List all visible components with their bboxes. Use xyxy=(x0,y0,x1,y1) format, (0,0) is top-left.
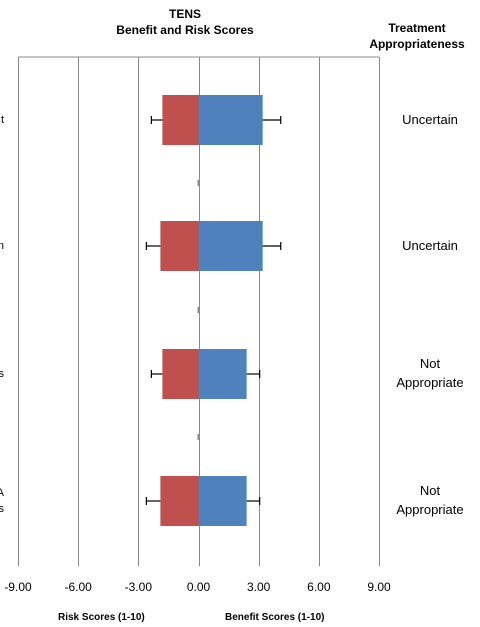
x-tick-label: 9.00 xyxy=(367,580,391,594)
appropriateness-label-line: Uncertain xyxy=(402,238,458,253)
benefit-bar xyxy=(198,221,263,271)
risk-bar xyxy=(162,95,199,145)
risk-bar xyxy=(160,221,199,271)
row-label: t xyxy=(0,112,4,128)
appropriateness-label-line: Not xyxy=(419,356,441,371)
row-label-line: t xyxy=(0,114,4,126)
risk-axis-title: Risk Scores (1-10) xyxy=(58,612,145,623)
benefit-bar xyxy=(198,95,263,145)
appropriateness-label: Not Appropriate xyxy=(380,354,480,392)
appropriateness-label: Not Appropriate xyxy=(380,481,480,519)
x-tick-label: 0.00 xyxy=(186,580,211,594)
appropriateness-label-line: Not xyxy=(419,483,441,498)
chart-title-line2: Benefit and Risk Scores xyxy=(116,23,254,37)
appropriateness-label-line: Uncertain xyxy=(402,112,458,127)
benefit-axis-title: Benefit Scores (1-10) xyxy=(225,612,325,623)
benefit-bar xyxy=(198,349,247,399)
appropriateness-header-line1: Treatment xyxy=(388,21,446,35)
row-label-line: n xyxy=(0,240,4,252)
row-label-line: A xyxy=(0,487,4,499)
appropriateness-header: Treatment Appropriateness xyxy=(362,20,472,52)
appropriateness-header-line2: Appropriateness xyxy=(369,37,465,51)
chart-title: TENS Benefit and Risk Scores xyxy=(60,6,310,38)
risk-bar xyxy=(162,349,199,399)
x-tick-label: 3.00 xyxy=(246,580,271,594)
x-tick-label: -3.00 xyxy=(124,580,152,594)
appropriateness-label-line: Appropriate xyxy=(396,502,464,517)
row-label-line: s xyxy=(0,503,4,515)
x-tick-label: 6.00 xyxy=(307,580,331,594)
appropriateness-label: Uncertain xyxy=(380,110,480,129)
row-label: s xyxy=(0,366,4,382)
x-tick-label: -6.00 xyxy=(64,580,92,594)
risk-bar xyxy=(160,476,199,526)
row-label: n xyxy=(0,238,4,254)
chart-title-line1: TENS xyxy=(168,7,201,21)
x-tick-label: -9.00 xyxy=(4,580,32,594)
appropriateness-label: Uncertain xyxy=(380,236,480,255)
benefit-bar xyxy=(198,476,247,526)
row-label-line: s xyxy=(0,368,4,380)
appropriateness-label-line: Appropriate xyxy=(396,375,464,390)
